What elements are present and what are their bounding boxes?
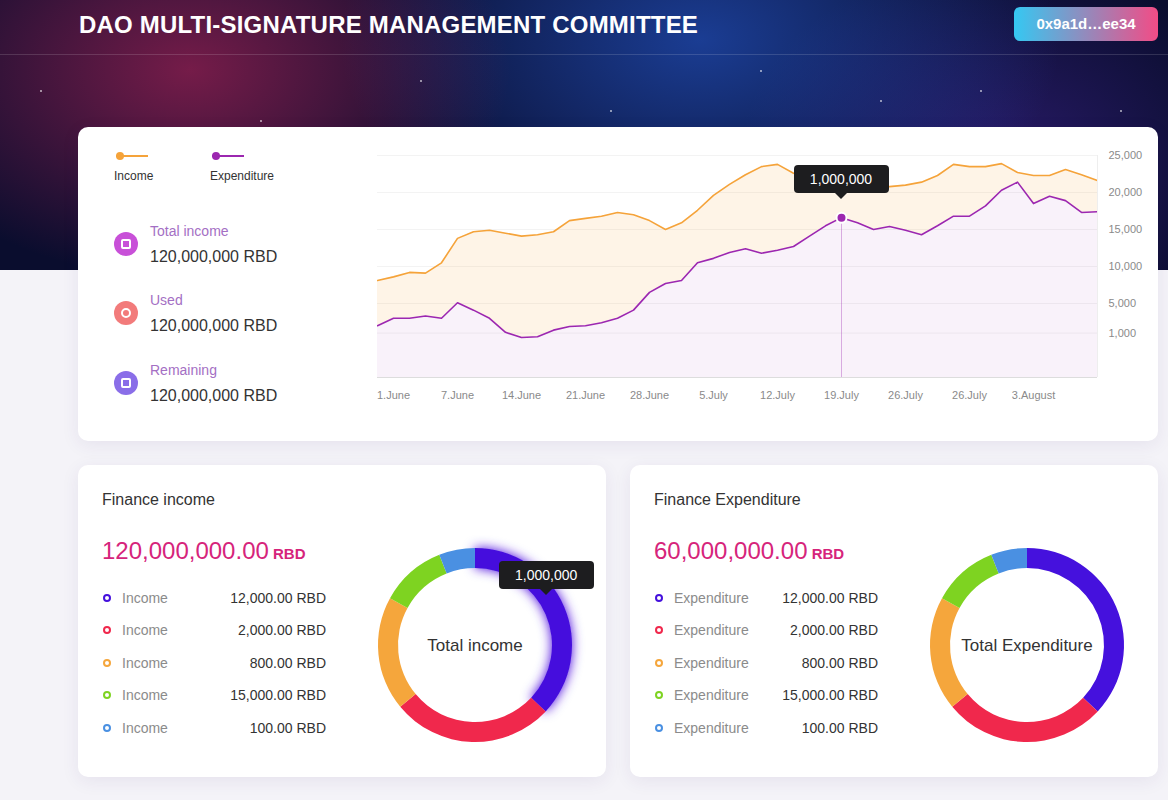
html-text:12,000.00 RBD: 12,000.00 RBD <box>230 590 326 606</box>
html-text:800.00 RBD: 800.00 RBD <box>249 655 326 671</box>
html-text:Used: Used <box>150 292 183 308</box>
html-text:Finance Expenditure: Finance Expenditure <box>654 491 801 508</box>
svg-text:14.June: 14.June <box>502 389 541 401</box>
html-text:120,000,000 RBD: 120,000,000 RBD <box>150 387 278 404</box>
html-text:120,000,000 RBD: 120,000,000 RBD <box>150 248 278 265</box>
svg-text:10,000: 10,000 <box>1109 260 1143 272</box>
html-text:Income: Income <box>122 655 168 671</box>
svg-text:1.June: 1.June <box>377 389 410 401</box>
svg-text:28.June: 28.June <box>630 389 669 401</box>
svg-text:26.July: 26.July <box>952 389 987 401</box>
html-text:2,000.00 RBD: 2,000.00 RBD <box>238 622 326 638</box>
html-text:Expenditure: Expenditure <box>674 655 749 671</box>
svg-text:5,000: 5,000 <box>1109 297 1137 309</box>
svg-text:15,000: 15,000 <box>1109 223 1143 235</box>
html-text:Expenditure: Expenditure <box>210 169 274 183</box>
svg-text:26.July: 26.July <box>888 389 923 401</box>
svg-text:1,000: 1,000 <box>1109 327 1137 339</box>
html-text:100.00 RBD: 100.00 RBD <box>801 720 878 736</box>
html-text:15,000.00 RBD: 15,000.00 RBD <box>782 687 878 703</box>
svg-text:19.July: 19.July <box>824 389 859 401</box>
html-text:1,000,000: 1,000,000 <box>809 171 873 188</box>
html-text:1,000,000: 1,000,000 <box>515 567 578 584</box>
html-text:Expenditure: Expenditure <box>674 687 749 703</box>
html-text:0x9a1d…ee34: 0x9a1d…ee34 <box>1036 15 1136 32</box>
svg-text:3.August: 3.August <box>1012 389 1055 401</box>
svg-text:Total income: Total income <box>427 636 522 655</box>
html-text:120,000,000 RBD: 120,000,000 RBD <box>150 317 278 334</box>
html-text:Income: Income <box>122 687 168 703</box>
svg-text:25,000: 25,000 <box>1109 149 1143 161</box>
html-text:Income: Income <box>122 590 168 606</box>
svg-text:Total Expenditure: Total Expenditure <box>961 636 1092 655</box>
html-text:Remaining: Remaining <box>150 362 217 378</box>
html-text:800.00 RBD: 800.00 RBD <box>801 655 878 671</box>
html-text:Income: Income <box>122 720 168 736</box>
html-text:60,000,000.00RBD: 60,000,000.00RBD <box>654 537 845 564</box>
svg-text:7.June: 7.June <box>441 389 474 401</box>
html-text:Expenditure: Expenditure <box>674 720 749 736</box>
svg-text:5.July: 5.July <box>699 389 728 401</box>
html-text:Expenditure: Expenditure <box>674 590 749 606</box>
html-text:2,000.00 RBD: 2,000.00 RBD <box>790 622 878 638</box>
html-text:15,000.00 RBD: 15,000.00 RBD <box>230 687 326 703</box>
html-text:120,000,000.00RBD: 120,000,000.00RBD <box>102 537 306 564</box>
html-text:Expenditure: Expenditure <box>674 622 749 638</box>
svg-text:12.July: 12.July <box>760 389 795 401</box>
html-text:100.00 RBD: 100.00 RBD <box>249 720 326 736</box>
svg-text:20,000: 20,000 <box>1109 186 1143 198</box>
svg-text:21.June: 21.June <box>566 389 605 401</box>
html-text:Finance income: Finance income <box>102 491 215 508</box>
html-text:Income: Income <box>122 622 168 638</box>
html-text:Total income: Total income <box>150 223 229 239</box>
html-text:Income: Income <box>114 169 154 183</box>
html-text:DAO MULTI-SIGNATURE MANAGEMENT: DAO MULTI-SIGNATURE MANAGEMENT COMMITTEE <box>79 11 699 38</box>
html-text:12,000.00 RBD: 12,000.00 RBD <box>782 590 878 606</box>
